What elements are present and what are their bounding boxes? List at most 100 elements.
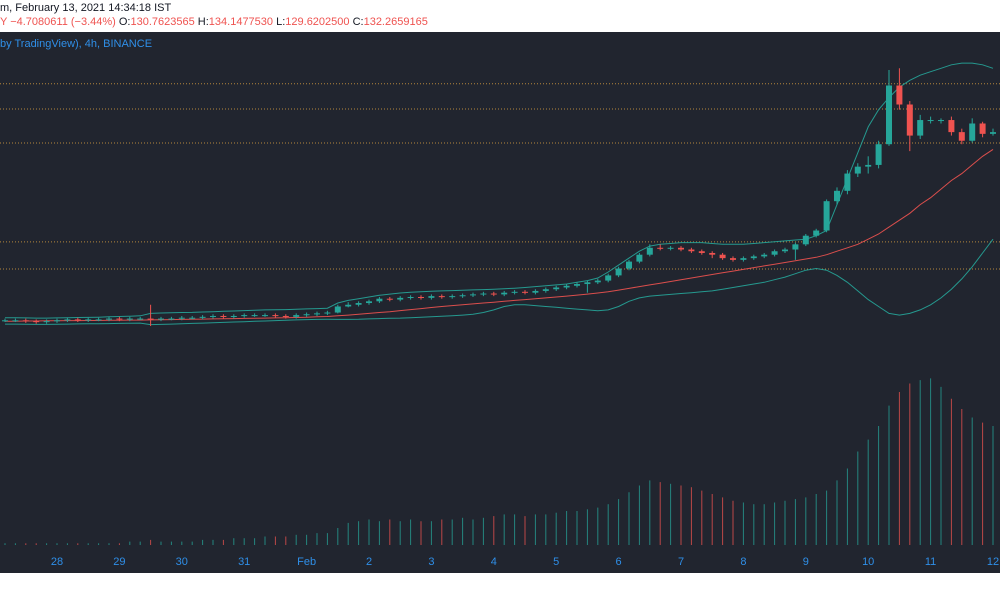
candle-body — [272, 315, 279, 317]
candle-body — [137, 318, 144, 320]
candle-body — [501, 292, 508, 295]
ohlc-key: H: — [198, 16, 209, 28]
candle-body — [782, 249, 788, 252]
candle-body — [636, 254, 643, 262]
x-tick-label: 30 — [176, 556, 188, 568]
candle-body — [906, 104, 913, 136]
band-lower — [5, 238, 994, 326]
x-tick-label: 7 — [678, 556, 684, 568]
candle-body — [74, 319, 81, 321]
candle-body — [345, 304, 352, 307]
candle-body — [178, 317, 185, 319]
candle-body — [834, 190, 840, 202]
candle-body — [106, 318, 112, 320]
candle-body — [813, 230, 820, 236]
timestamp: m, February 13, 2021 14:34:18 IST — [0, 2, 171, 14]
candle-body — [792, 244, 799, 250]
candle-body — [210, 315, 216, 317]
candle-body — [428, 296, 435, 298]
legend: by TradingView), 4h, BINANCE — [0, 38, 152, 50]
x-tick-label: Feb — [297, 556, 316, 568]
candle-body — [12, 320, 19, 322]
candle-body — [678, 247, 684, 250]
candle-body — [740, 258, 747, 260]
symbol-tail: Y — [0, 16, 8, 28]
candle-body — [584, 282, 591, 285]
candle-body — [511, 291, 518, 293]
candle-body — [158, 318, 164, 320]
footer-bg — [0, 573, 1000, 600]
candle-body — [220, 315, 227, 317]
candle-body — [594, 280, 601, 283]
ohlc-value: 134.1477530 — [209, 16, 273, 28]
candle-body — [490, 293, 497, 295]
candle-body — [418, 296, 424, 298]
candle-body — [844, 173, 851, 191]
x-tick-label: 3 — [428, 556, 434, 568]
candle-body — [262, 315, 268, 317]
candle-body — [2, 320, 8, 322]
candle-body — [532, 290, 539, 293]
candle-body — [969, 123, 976, 141]
candle-body — [241, 315, 248, 317]
candle-body — [823, 201, 830, 231]
candle-body — [449, 296, 456, 298]
candle-body — [761, 254, 768, 257]
header-bg — [0, 0, 1000, 32]
candle-body — [199, 316, 206, 318]
candle-body — [282, 315, 289, 317]
x-tick-label: 12 — [987, 556, 999, 568]
x-tick-label: 11 — [925, 556, 936, 568]
ohlc-key: O: — [119, 16, 131, 28]
candle-body — [865, 164, 872, 167]
candle-body — [303, 314, 310, 316]
candle-body — [147, 318, 154, 320]
candle-body — [126, 318, 133, 320]
candle-body — [386, 298, 393, 300]
x-tick-label: 28 — [51, 556, 63, 568]
candle-body — [355, 303, 362, 305]
x-tick-label: 9 — [803, 556, 809, 568]
candle-body — [802, 235, 809, 245]
candle-body — [730, 258, 736, 260]
candle-body — [324, 312, 331, 314]
candle-body — [927, 120, 934, 122]
candle-body — [646, 247, 653, 255]
candle-body — [43, 321, 50, 323]
candle-body — [522, 291, 528, 293]
candle-body — [168, 318, 175, 320]
candle-body — [542, 289, 549, 291]
candle-body — [750, 256, 757, 259]
x-tick-label: 29 — [113, 556, 125, 568]
x-tick-label: 2 — [366, 556, 372, 568]
candle-body — [938, 120, 944, 122]
candle-body — [605, 275, 612, 281]
ohlc-value: 129.6202500 — [285, 16, 349, 28]
candle-body — [948, 120, 955, 133]
candle-body — [314, 313, 320, 315]
ohlc-value: 130.7623565 — [131, 16, 195, 28]
candle-body — [459, 295, 466, 297]
candle-body — [990, 132, 996, 134]
x-tick-label: 8 — [740, 556, 746, 568]
candle-body — [553, 287, 560, 290]
candle-body — [54, 320, 60, 322]
ohlc-line: Y −4.7080611 (−3.44%) O:130.7623565 H:13… — [0, 16, 428, 28]
candle-body — [189, 317, 196, 319]
candle-body — [251, 315, 258, 317]
candle-body — [626, 261, 632, 269]
candle-body — [667, 247, 674, 249]
ohlc-value: 132.2659165 — [364, 16, 428, 28]
candle-body — [771, 251, 778, 255]
candle-body — [85, 319, 92, 321]
candle-body — [407, 296, 414, 298]
candle-body — [397, 297, 404, 300]
candle-body — [979, 123, 986, 134]
candle-body — [366, 301, 372, 304]
candle-body — [480, 293, 487, 295]
x-tick-label: 10 — [862, 556, 874, 568]
candle-body — [563, 285, 570, 288]
candle-body — [698, 251, 705, 253]
